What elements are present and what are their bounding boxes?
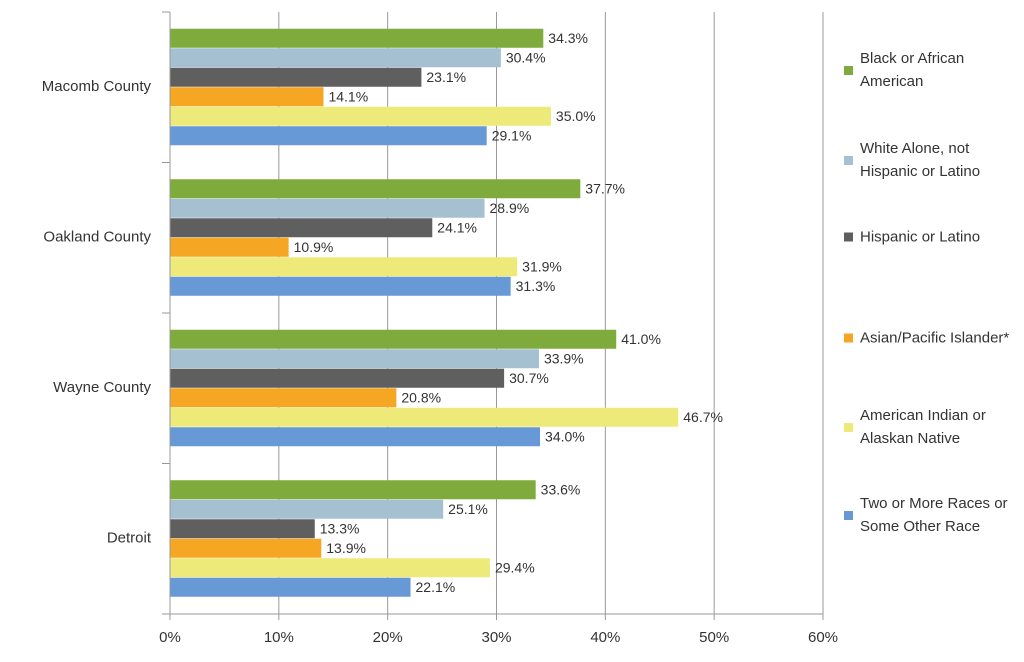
value-label: 46.7% [683,409,723,425]
value-label: 34.3% [548,30,588,46]
bar [170,28,544,48]
value-label: 31.3% [516,278,556,294]
value-label: 14.1% [328,89,368,105]
bar [170,538,322,558]
bar [170,329,617,349]
legend-label: Hispanic or Latino [860,228,981,246]
x-tick-label: 0% [159,629,181,646]
legend-item: Asian/Pacific Islander* [844,327,1019,350]
legend-swatch [844,333,853,343]
legend-swatch [844,65,853,75]
y-tick-label: Wayne County [53,379,151,396]
value-label: 23.1% [426,69,466,85]
y-tick-label: Oakland County [43,229,151,246]
legend-label: Black or African American [860,50,965,90]
bar [170,480,536,500]
x-tick-label: 60% [808,629,838,646]
x-tick-label: 20% [373,629,403,646]
legend-item: Black or African American [844,47,1019,93]
bar [170,388,397,408]
legend-item: American Indian or Alaskan Native [844,404,1019,450]
bar [170,198,485,218]
legend-label: White Alone, not Hispanic or Latino [860,140,981,180]
value-label: 29.4% [495,560,535,576]
value-label: 35.0% [556,108,596,124]
value-label: 37.7% [585,181,625,197]
legend-swatch [844,232,853,242]
legend-label: Two or More Races or Some Other Race [860,495,1008,535]
bar [170,218,433,238]
value-label: 31.9% [522,259,562,275]
bar [170,237,289,257]
value-label: 28.9% [490,200,530,216]
x-tick-label: 50% [699,629,729,646]
y-tick-label: Macomb County [42,78,152,95]
value-label: 33.9% [544,351,584,367]
value-label: 24.1% [437,220,477,236]
legend-item: White Alone, not Hispanic or Latino [844,137,1019,183]
value-label: 33.6% [541,482,581,498]
bar [170,179,581,199]
legend-label: American Indian or Alaskan Native [860,407,986,447]
value-label: 41.0% [621,331,661,347]
bar [170,349,539,369]
bar [170,407,679,427]
y-tick-label: Detroit [107,530,152,547]
bar [170,499,444,519]
bar [170,558,490,578]
legend-label: Asian/Pacific Islander* [860,329,1010,347]
legend-item: Two or More Races or Some Other Race [844,492,1019,538]
bar [170,427,541,447]
value-label: 13.9% [326,540,366,556]
bar [170,87,324,107]
legend-swatch [844,510,853,520]
value-label: 34.0% [545,429,585,445]
legend-swatch [844,422,853,432]
legend-swatch [844,155,853,165]
bar [170,106,551,126]
value-label: 10.9% [294,239,334,255]
bar [170,276,511,296]
bar [170,257,518,277]
x-tick-label: 10% [264,629,294,646]
value-label: 30.7% [509,370,549,386]
bar [170,368,505,388]
bar [170,67,422,87]
x-tick-label: 30% [481,629,511,646]
value-label: 22.1% [416,579,456,595]
bar [170,126,487,146]
legend-item: Hispanic or Latino [844,226,1019,249]
value-label: 29.1% [492,128,532,144]
value-label: 25.1% [448,501,488,517]
x-tick-label: 40% [590,629,620,646]
bar [170,519,315,539]
value-label: 30.4% [506,50,546,66]
bar [170,48,501,68]
bar [170,577,411,597]
value-label: 13.3% [320,521,360,537]
value-label: 20.8% [401,390,441,406]
